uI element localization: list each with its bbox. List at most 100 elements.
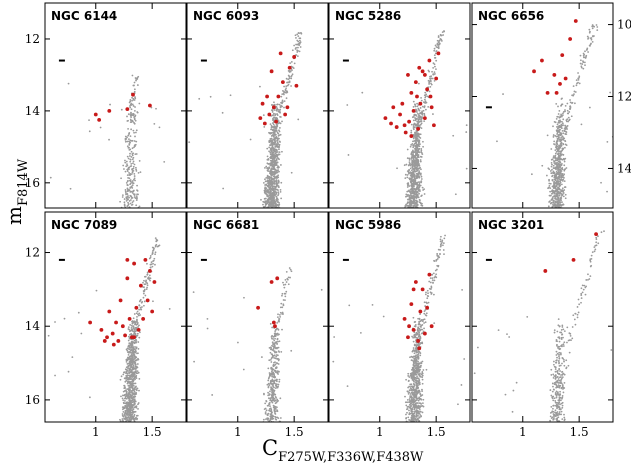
ms-star: [134, 116, 136, 118]
rgb-star: [128, 147, 130, 149]
rgb-star: [584, 64, 586, 66]
ms-star: [130, 433, 132, 435]
rgb-star: [438, 40, 440, 42]
ms-star: [269, 431, 271, 433]
rgb-star: [150, 257, 152, 259]
ms-star: [261, 218, 263, 220]
ms-star: [122, 194, 124, 196]
ms-star: [276, 149, 278, 151]
highlighted-star: [574, 19, 578, 23]
ms-star: [559, 210, 561, 212]
ms-star: [274, 213, 276, 215]
ms-star: [409, 205, 411, 207]
ms-star: [268, 383, 270, 385]
ms-star: [134, 175, 136, 177]
ms-star: [418, 190, 420, 192]
ms-star: [408, 190, 410, 192]
highlighted-star: [427, 59, 431, 63]
ms-star: [557, 128, 559, 130]
ms-star: [551, 169, 553, 171]
ms-star: [274, 400, 276, 402]
ms-star: [414, 215, 416, 217]
highlighted-star: [418, 102, 422, 106]
ms-star: [133, 434, 135, 436]
ms-star: [128, 329, 130, 331]
ms-star: [420, 195, 422, 197]
ms-star: [565, 210, 567, 212]
rgb-star: [286, 82, 288, 84]
highlighted-star: [281, 80, 285, 84]
rgb-star: [159, 245, 161, 247]
highlighted-star: [125, 258, 129, 262]
ms-star: [126, 398, 128, 400]
ms-star: [130, 405, 132, 407]
ms-star: [132, 353, 134, 355]
ms-star: [419, 201, 421, 203]
ms-star: [420, 161, 422, 163]
highlighted-star: [143, 258, 147, 262]
ms-star: [268, 200, 270, 202]
ms-star: [273, 217, 275, 219]
ms-star: [409, 209, 411, 211]
ms-star: [414, 212, 416, 214]
ms-star: [275, 213, 277, 215]
ms-star: [130, 426, 132, 428]
ms-star: [554, 121, 556, 123]
rgb-star: [144, 295, 146, 297]
ms-star: [270, 323, 272, 325]
ms-star: [553, 136, 555, 138]
rgb-star: [135, 80, 137, 82]
ms-star: [281, 120, 283, 122]
rgb-star: [555, 168, 557, 170]
ms-star: [127, 381, 129, 383]
ms-star: [129, 429, 131, 431]
ms-star: [135, 406, 137, 408]
ms-star: [556, 209, 558, 211]
ms-star: [273, 173, 275, 175]
rgb-star: [278, 319, 280, 321]
rgb-star: [129, 360, 131, 362]
ms-star: [422, 146, 424, 148]
ms-star: [562, 125, 564, 127]
panel-title: NGC 6656: [478, 9, 544, 23]
ms-star: [126, 430, 128, 432]
ms-star: [127, 435, 129, 437]
ms-star: [554, 155, 556, 157]
ms-star: [279, 379, 281, 381]
rgb-star: [441, 35, 443, 37]
ms-star: [134, 119, 136, 121]
ms-star: [409, 163, 411, 165]
field-star: [121, 109, 123, 111]
ms-star: [264, 193, 266, 195]
ms-star: [274, 109, 276, 111]
ms-star: [269, 394, 271, 396]
rgb-star: [423, 110, 425, 112]
ms-star: [126, 205, 128, 207]
ms-star: [267, 432, 269, 434]
ms-star: [273, 217, 275, 219]
ms-star: [274, 425, 276, 427]
ms-star: [132, 180, 134, 182]
ms-star: [402, 210, 404, 212]
ms-star: [137, 193, 139, 195]
ms-star: [126, 428, 128, 430]
ms-star: [276, 217, 278, 219]
ms-star: [558, 183, 560, 185]
ms-star: [130, 362, 132, 364]
ms-star: [271, 184, 273, 186]
ms-star: [134, 403, 136, 405]
rgb-star: [596, 26, 598, 28]
ms-star: [135, 366, 137, 368]
ms-star: [276, 354, 278, 356]
ms-star: [271, 163, 273, 165]
ms-star: [417, 184, 419, 186]
ms-star: [550, 203, 552, 205]
ms-star: [132, 429, 134, 431]
ms-star: [272, 430, 274, 432]
ms-star: [120, 214, 122, 216]
ms-star: [122, 397, 124, 399]
ms-star: [421, 100, 423, 102]
rgb-star: [591, 26, 593, 28]
ms-star: [126, 200, 128, 202]
highlighted-star: [415, 95, 419, 99]
